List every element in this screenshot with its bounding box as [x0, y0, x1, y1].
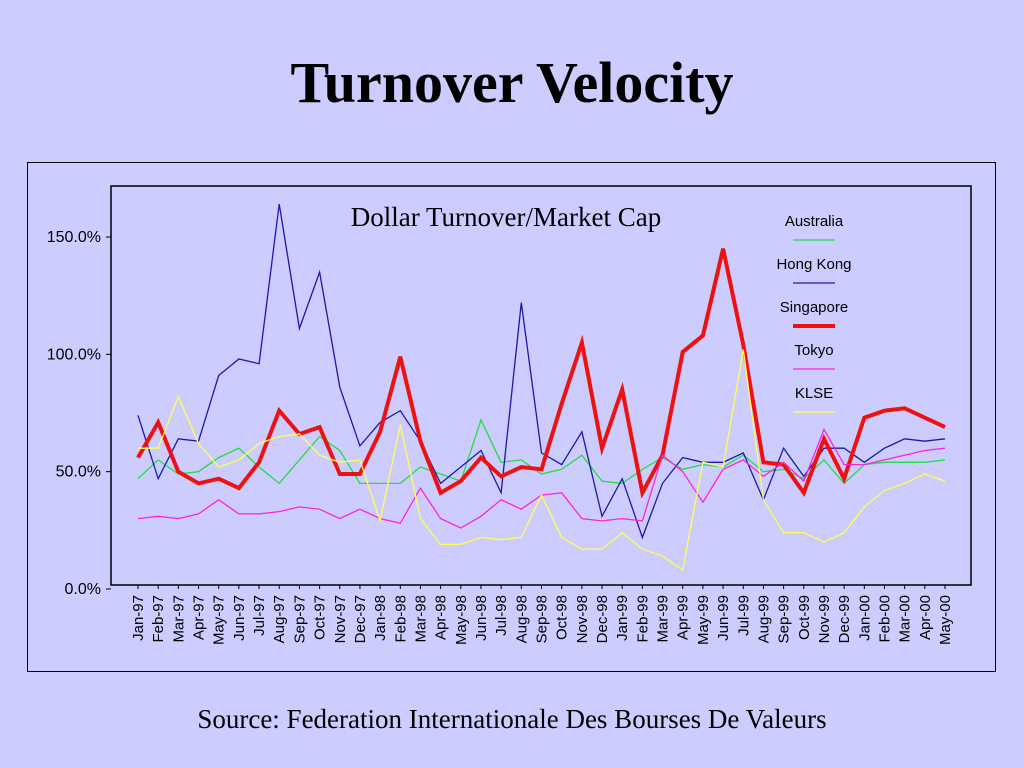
- x-tick-label: Oct-97: [312, 595, 329, 640]
- x-tick-label: May-99: [695, 595, 712, 645]
- x-tick-label: May-98: [453, 595, 470, 645]
- y-tick-label: 150.0%: [47, 229, 101, 246]
- x-tick-label: Apr-00: [917, 595, 934, 640]
- x-tick-label: Jun-97: [231, 595, 248, 641]
- x-tick-label: Mar-97: [170, 595, 187, 643]
- x-tick-label: Jun-99: [715, 595, 732, 641]
- x-tick-label: Jul-98: [493, 595, 510, 636]
- legend-label: KLSE: [795, 385, 833, 402]
- legend-label: Tokyo: [794, 342, 833, 359]
- x-tick-label: Sep-97: [291, 595, 308, 643]
- y-tick-label: 100.0%: [47, 346, 101, 363]
- x-tick-label: Feb-99: [634, 595, 651, 643]
- x-tick-label: Jan-98: [372, 595, 389, 641]
- y-tick-label: 0.0%: [65, 581, 101, 598]
- x-tick-label: Jan-00: [856, 595, 873, 641]
- x-tick-label: Feb-98: [392, 595, 409, 643]
- x-tick-label: Apr-97: [191, 595, 208, 640]
- x-tick-label: Sep-98: [534, 595, 551, 643]
- line-chart: 0.0%50.0%100.0%150.0%Jan-97 Feb-97 Mar-97 A…: [47, 185, 972, 645]
- legend-label: Hong Kong: [776, 256, 851, 273]
- source-note: Source: Federation Internationale Des Bo…: [197, 704, 827, 734]
- chart-title: Dollar Turnover/Market Cap: [351, 202, 661, 232]
- plot-area: [110, 185, 972, 586]
- x-tick-label: Mar-98: [412, 595, 429, 643]
- x-tick-label: Jul-97: [251, 595, 268, 636]
- x-tick-label: Oct-98: [554, 595, 571, 640]
- x-tick-label: May-97: [211, 595, 228, 645]
- series-line-klse: [138, 349, 946, 572]
- legend-label: Singapore: [780, 299, 848, 316]
- series-line-singapore: [136, 248, 946, 499]
- legend-label: Australia: [785, 213, 844, 230]
- x-tick-label: May-00: [937, 595, 954, 645]
- x-tick-label: Nov-97: [332, 595, 349, 643]
- x-tick-label: Sep-99: [776, 595, 793, 643]
- y-tick-label: 50.0%: [56, 464, 101, 481]
- x-tick-label: Jan-97: [130, 595, 147, 641]
- x-tick-label: Feb-97: [150, 595, 167, 643]
- x-tick-label: Jun-98: [473, 595, 490, 641]
- x-tick-label: Oct-99: [796, 595, 813, 640]
- chart-frame: 0.0% 50.0% 100.0% 150.0% Jan-97 Feb-97 Mar-97 A…: [27, 162, 996, 672]
- x-tick-label: Aug-99: [755, 595, 772, 643]
- x-tick-label: Nov-98: [574, 595, 591, 643]
- x-tick-label: Dec-97: [352, 595, 369, 643]
- x-tick-label: Jul-99: [735, 595, 752, 636]
- x-tick-label: Apr-98: [433, 595, 450, 640]
- x-tick-label: Nov-99: [816, 595, 833, 643]
- series-line-hong-kong: [137, 203, 946, 540]
- x-tick-label: Aug-97: [271, 595, 288, 643]
- page-title: Turnover Velocity: [290, 50, 734, 115]
- x-tick-label: Apr-99: [675, 595, 692, 640]
- x-tick-label: Mar-00: [897, 595, 914, 643]
- x-tick-label: Dec-98: [594, 595, 611, 643]
- x-tick-label: Aug-98: [513, 595, 530, 643]
- x-tick-label: Feb-00: [876, 595, 893, 643]
- x-tick-label: Mar-99: [655, 595, 672, 643]
- x-tick-label: Dec-99: [836, 595, 853, 643]
- x-tick-label: Jan-99: [614, 595, 631, 641]
